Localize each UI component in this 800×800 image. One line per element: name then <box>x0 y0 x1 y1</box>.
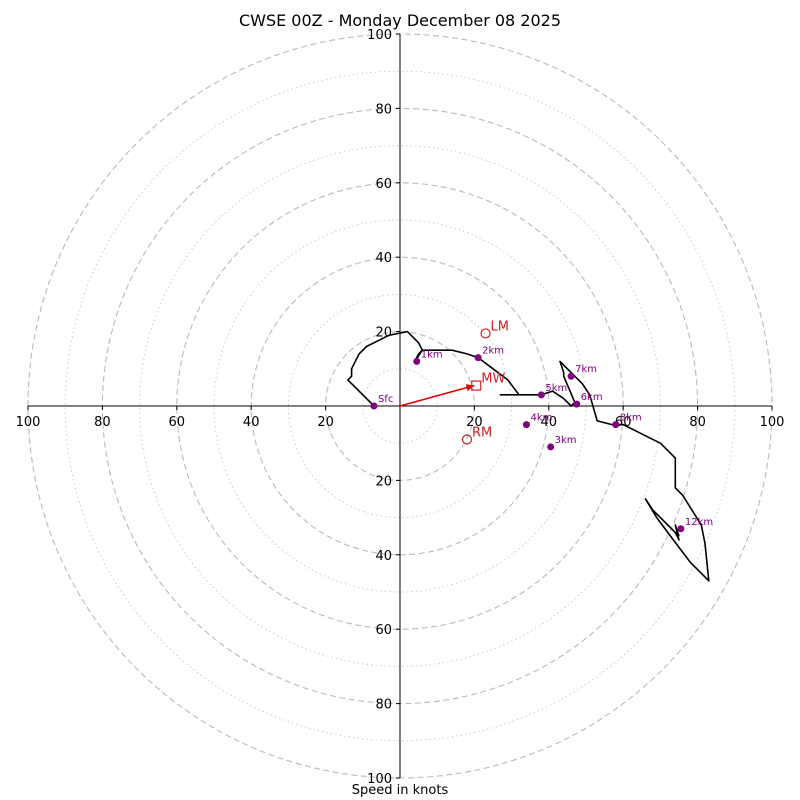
level-label-3km: 3km <box>555 435 577 446</box>
y-tick-label-top-20: 20 <box>375 326 392 341</box>
y-tick-label-bottom-60: 60 <box>375 623 392 638</box>
wind-trace <box>347 330 710 582</box>
y-tick-label-bottom-80: 80 <box>375 698 392 713</box>
y-tick-label-top-100: 100 <box>367 28 392 43</box>
level-label-1km: 1km <box>421 349 443 360</box>
motion-label-lm: LM <box>491 319 509 334</box>
x-tick-label-right-20: 20 <box>466 415 483 430</box>
level-point-1km <box>413 357 421 365</box>
level-label-12km: 12km <box>685 517 713 528</box>
y-tick-label-top-80: 80 <box>375 102 392 117</box>
y-tick-label-bottom-20: 20 <box>375 474 392 489</box>
x-tick-label-left-40: 40 <box>243 415 260 430</box>
x-tick-label-left-80: 80 <box>94 415 111 430</box>
level-label-7km: 7km <box>575 364 597 375</box>
level-label-5km: 5km <box>545 383 567 394</box>
storm-motions: LM MW RM <box>461 319 509 445</box>
y-tick-label-top-60: 60 <box>375 177 392 192</box>
x-axis-label: Speed in knots <box>351 783 449 798</box>
chart-title: CWSE 00Z - Monday December 08 2025 <box>238 11 562 30</box>
x-tick-label-left-20: 20 <box>317 415 334 430</box>
motion-label-mw: MW <box>481 372 505 387</box>
x-tick-label-left-60: 60 <box>169 415 186 430</box>
motion-marker-lm <box>480 328 491 339</box>
x-tick-label-right-40: 40 <box>541 415 558 430</box>
y-tick-label-bottom-100: 100 <box>367 772 392 787</box>
x-tick-label-right-80: 80 <box>689 415 706 430</box>
motion-marker-rm <box>461 434 473 445</box>
level-point-12km <box>677 525 685 533</box>
y-tick-label-top-40: 40 <box>375 251 392 266</box>
x-tick-label-left-100: 100 <box>16 415 41 430</box>
level-point-6km <box>573 400 581 408</box>
tick-labels: 100 80 60 40 20 20 40 60 80 100100806040202040608… <box>16 28 785 787</box>
level-label-4km: 4km <box>530 413 552 424</box>
level-label-sfc: Sfc <box>378 394 393 405</box>
arrow-shaft <box>399 384 475 407</box>
level-label-2km: 2km <box>482 346 504 357</box>
motion-marker-mw <box>471 380 482 391</box>
x-tick-label-right-100: 100 <box>760 415 785 430</box>
level-label-6km: 6km <box>581 392 603 403</box>
motion-label-rm: RM <box>472 425 492 440</box>
hodograph-trace-line <box>347 330 710 582</box>
level-point-7km <box>567 372 575 380</box>
level-point-sfc <box>370 402 378 410</box>
level-point-2km <box>474 354 482 362</box>
level-point-5km <box>537 391 545 399</box>
y-tick-label-bottom-40: 40 <box>375 549 392 564</box>
level-point-8km <box>612 421 620 429</box>
level-point-4km <box>522 421 530 429</box>
level-point-3km <box>547 443 555 451</box>
level-label-8km: 8km <box>620 413 642 424</box>
